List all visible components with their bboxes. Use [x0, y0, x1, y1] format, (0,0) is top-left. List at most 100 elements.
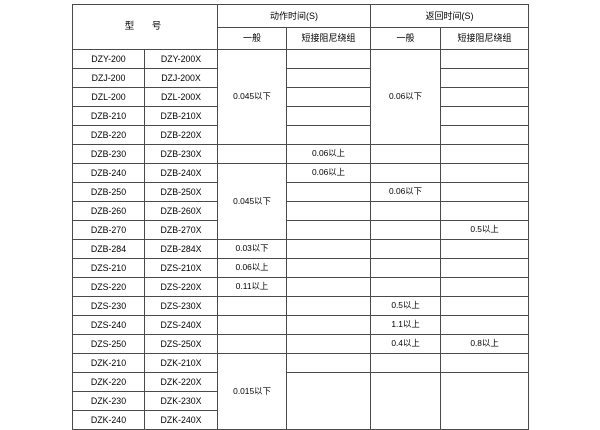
cell-model-a: DZS-250	[72, 334, 145, 354]
cell-model-b: DZS-220X	[143, 277, 219, 297]
cell-return-normal: 0.5以上	[370, 296, 442, 316]
cell-action-normal: 0.03以下	[217, 239, 288, 259]
cell-return-damped	[440, 87, 530, 107]
header-action-time: 动作时间(S)	[217, 4, 372, 28]
cell-model-a: DZB-270	[72, 220, 145, 240]
table-row: DZK-220 DZK-220X	[72, 372, 530, 430]
cell-return-normal	[370, 353, 442, 373]
cell-action-normal: 0.045以下	[217, 163, 288, 240]
table-body: DZY-200 DZY-200X 0.045以下 0.06以下 DZJ-200 …	[72, 49, 530, 430]
cell-model-b: DZS-250X	[143, 334, 219, 354]
cell-model-a: DZB-250	[72, 182, 145, 202]
cell-action-normal	[217, 144, 288, 164]
cell-model-a: DZY-200	[72, 49, 145, 69]
cell-action-normal: 0.015以下	[217, 353, 288, 430]
cell-action-damped	[286, 239, 372, 259]
cell-action-normal: 0.11以上	[217, 277, 288, 297]
cell-model-b: DZB-230X	[143, 144, 219, 164]
cell-action-damped: 0.06以上	[286, 144, 372, 164]
header-row-sub: 一般 短接阻尼绕组 一般 短接阻尼绕组	[73, 27, 530, 50]
cell-action-damped	[286, 49, 372, 69]
cell-model-a: DZS-230	[72, 296, 145, 316]
cell-return-damped	[440, 239, 530, 259]
table-row: DZS-250 DZS-250X 0.4以上 0.8以上	[72, 334, 530, 354]
header-row-top: 型 号 动作时间(S) 返回时间(S)	[71, 4, 530, 50]
cell-model-b: DZK-230X	[143, 391, 219, 411]
cell-action-damped	[286, 87, 372, 107]
cell-model-a: DZB-260	[72, 201, 145, 221]
cell-model-a: DZK-210	[72, 353, 145, 373]
cell-return-normal	[370, 277, 442, 297]
cell-return-normal	[370, 163, 442, 183]
cell-model-b: DZL-200X	[143, 87, 219, 107]
cell-action-damped	[286, 258, 372, 278]
table-row: DZB-250 DZB-250X 0.06以下	[72, 182, 530, 202]
cell-action-damped	[286, 220, 372, 240]
cell-return-normal	[370, 144, 442, 164]
cell-model-a: DZB-230	[72, 144, 145, 164]
cell-return-damped	[440, 315, 530, 335]
cell-action-damped	[286, 315, 372, 335]
cell-action-damped	[286, 353, 372, 373]
cell-return-damped: 0.8以上	[440, 334, 530, 354]
table-row: DZB-230 DZB-230X 0.06以上	[72, 144, 530, 164]
table-row: DZB-220 DZB-220X	[72, 125, 530, 145]
cell-return-normal	[370, 372, 442, 430]
table-row: DZB-260 DZB-260X	[72, 201, 530, 221]
cell-action-damped	[286, 296, 372, 316]
cell-model-a: DZK-220	[72, 372, 145, 392]
cell-return-normal	[370, 220, 442, 240]
cell-return-normal: 1.1以上	[370, 315, 442, 335]
cell-action-damped	[286, 334, 372, 354]
cell-action-damped	[286, 182, 372, 202]
relay-timing-specification-table: 型 号 动作时间(S) 返回时间(S) 一般 短接阻尼绕组 一般 短接阻尼绕组 …	[71, 4, 530, 430]
cell-model-b: DZB-284X	[143, 239, 219, 259]
cell-model-b: DZB-270X	[143, 220, 219, 240]
cell-action-damped	[286, 125, 372, 145]
cell-return-damped	[440, 144, 530, 164]
cell-action-damped	[286, 68, 372, 88]
cell-model-a: DZS-240	[72, 315, 145, 335]
cell-action-normal: 0.045以下	[217, 49, 288, 145]
cell-return-damped	[440, 296, 530, 316]
cell-return-damped	[440, 106, 530, 126]
table-row: DZL-200 DZL-200X	[72, 87, 530, 107]
cell-return-damped	[440, 182, 530, 202]
cell-return-damped	[440, 353, 530, 373]
cell-return-normal: 0.06以下	[370, 49, 442, 145]
cell-model-b: DZS-230X	[143, 296, 219, 316]
cell-model-b: DZK-220X	[143, 372, 219, 392]
cell-model-b: DZY-200X	[143, 49, 219, 69]
table-row: DZB-210 DZB-210X	[72, 106, 530, 126]
cell-model-b: DZS-240X	[143, 315, 219, 335]
cell-action-damped	[286, 201, 372, 221]
cell-model-b: DZB-240X	[143, 163, 219, 183]
table-row: DZK-210 DZK-210X 0.015以下	[72, 353, 530, 430]
cell-return-damped: 0.5以上	[440, 220, 530, 240]
cell-model-b: DZJ-200X	[143, 68, 219, 88]
cell-action-normal	[217, 334, 288, 354]
cell-model-a: DZK-230	[72, 391, 145, 411]
cell-model-b: DZB-210X	[143, 106, 219, 126]
header-model-group: 型 号	[71, 4, 219, 50]
cell-action-normal: 0.06以上	[217, 258, 288, 278]
cell-return-damped	[440, 258, 530, 278]
header-return-time: 返回时间(S)	[370, 4, 530, 28]
cell-model-b: DZK-240X	[143, 410, 219, 430]
cell-model-a: DZS-210	[72, 258, 145, 278]
cell-action-damped: 0.06以上	[286, 163, 372, 183]
cell-return-normal: 0.06以下	[370, 182, 442, 202]
cell-return-normal	[370, 258, 442, 278]
table-row: DZS-240 DZS-240X 1.1以上	[72, 315, 530, 335]
table-row: DZJ-200 DZJ-200X	[72, 68, 530, 88]
table-header: 型 号 动作时间(S) 返回时间(S) 一般 短接阻尼绕组 一般 短接阻尼绕组	[71, 4, 530, 50]
cell-model-a: DZB-284	[72, 239, 145, 259]
cell-action-damped	[286, 277, 372, 297]
header-action-damped: 短接阻尼绕组	[286, 27, 372, 50]
cell-return-damped	[440, 68, 530, 88]
cell-model-a: DZS-220	[72, 277, 145, 297]
header-return-damped: 短接阻尼绕组	[440, 27, 530, 50]
cell-model-a: DZB-210	[72, 106, 145, 126]
cell-model-b: DZB-260X	[143, 201, 219, 221]
cell-action-damped	[286, 106, 372, 126]
